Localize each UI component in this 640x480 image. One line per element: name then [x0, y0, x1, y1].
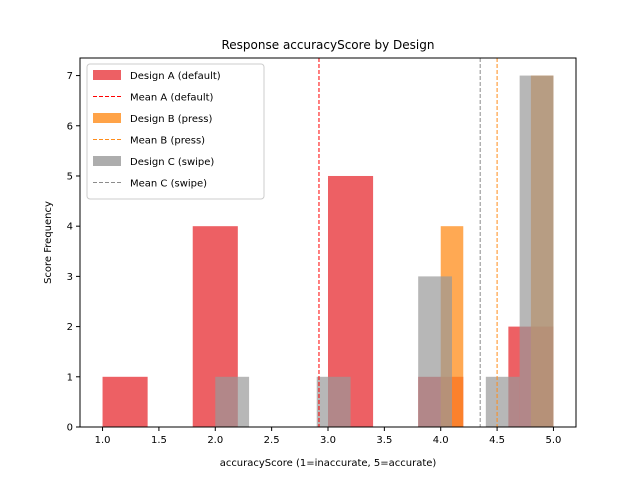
x-tick-label: 1.0: [95, 435, 111, 446]
legend-swatch-design-c-swipe: [93, 156, 121, 166]
legend-label-design-a-default: Design A (default): [130, 71, 221, 82]
y-tick-label: 5: [67, 171, 73, 182]
legend-box: [86, 63, 265, 200]
legend-swatch-design-a-default: [93, 70, 121, 80]
x-tick-label: 3.0: [320, 435, 336, 446]
bar-design-c-swipe-2: [418, 276, 452, 427]
bar-design-c-swipe-1: [316, 376, 351, 427]
x-tick-label: 4.5: [489, 435, 505, 446]
bar-design-c-swipe-0: [215, 376, 250, 427]
legend-label-mean-a-default: Mean A (default): [130, 93, 214, 104]
legend-swatch-design-b-press: [93, 113, 121, 123]
x-tick-label: 2.5: [264, 435, 280, 446]
x-tick-label: 1.5: [151, 435, 167, 446]
y-axis-label: Score Frequency: [43, 201, 54, 284]
x-axis-label: accuracyScore (1=inaccurate, 5=accurate): [220, 458, 437, 469]
bar-design-c-swipe-4: [519, 75, 554, 428]
legend-label-design-b-press: Design B (press): [130, 114, 212, 125]
y-tick-label: 4: [67, 222, 73, 233]
y-tick-label: 7: [67, 71, 73, 82]
y-tick-label: 2: [67, 322, 73, 333]
chart-title: Response accuracyScore by Design: [222, 38, 435, 52]
legend-label-mean-b-press: Mean B (press): [130, 136, 205, 147]
mean-lines-layer: [318, 58, 498, 427]
y-tick-label: 6: [67, 121, 73, 132]
x-tick-label: 4.0: [433, 435, 449, 446]
legend-label-design-c-swipe: Design C (swipe): [130, 157, 214, 168]
y-tick-label: 1: [67, 372, 73, 383]
bar-design-c-swipe-3: [485, 376, 520, 427]
bars-layer: [102, 75, 554, 428]
legend-label-mean-c-swipe: Mean C (swipe): [130, 179, 207, 190]
legend: Design A (default) Mean A (default) Design…: [86, 63, 265, 200]
x-tick-label: 2.0: [207, 435, 223, 446]
y-axis-ticks: 0 1 2 3 4 5 6 7: [67, 71, 80, 434]
x-axis-ticks: 1.0 1.5 2.0 2.5 3.0 3.5 4.0 4.5 5.0: [95, 427, 562, 446]
bar-design-a-default-0: [102, 376, 148, 427]
x-tick-label: 3.5: [376, 435, 392, 446]
y-tick-label: 0: [67, 423, 73, 434]
y-tick-label: 3: [67, 272, 73, 283]
x-tick-label: 5.0: [546, 435, 562, 446]
